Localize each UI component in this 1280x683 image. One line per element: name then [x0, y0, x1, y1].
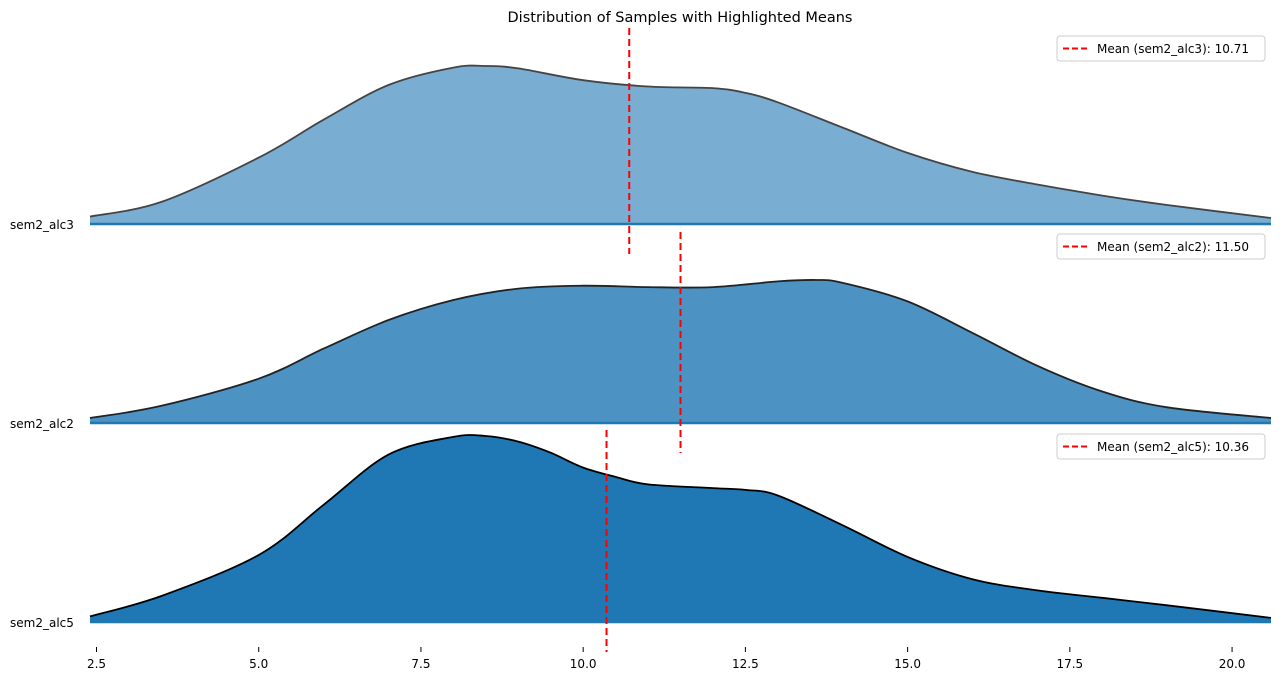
- legends: Mean (sem2_alc3): 10.71 Mean (sem2_alc2):…: [1056, 35, 1266, 460]
- series-label-sem2_alc2: sem2_alc2: [10, 417, 74, 431]
- series-labels: sem2_alc3 sem2_alc2 sem2_alc5: [10, 218, 74, 630]
- x-tick-label: 2.5: [87, 657, 106, 671]
- legend-label: Mean (sem2_alc2): 11.50: [1097, 240, 1249, 254]
- x-tick-label: 20.0: [1219, 657, 1246, 671]
- density-area-sem2_alc2: [90, 279, 1271, 423]
- density-area-sem2_alc3: [90, 65, 1271, 224]
- density-curve-sem2_alc3: [89, 64, 1272, 219]
- legend-box: [1056, 35, 1266, 62]
- x-axis: 2.5 5.0 7.5 10.0 12.5 15.0 17.5 20.0: [87, 647, 1245, 671]
- density-curve-sem2_alc5: [89, 434, 1272, 619]
- series-label-sem2_alc5: sem2_alc5: [10, 616, 74, 630]
- x-tick-label: 10.0: [570, 657, 597, 671]
- x-tick-label: 15.0: [894, 657, 921, 671]
- ridge-areas: [89, 64, 1272, 622]
- x-tick-label: 12.5: [732, 657, 759, 671]
- legend-sem2_alc2: Mean (sem2_alc2): 11.50: [1056, 233, 1266, 260]
- legend-box: [1056, 233, 1266, 260]
- density-area-sem2_alc5: [90, 434, 1271, 622]
- legend-label: Mean (sem2_alc3): 10.71: [1097, 42, 1249, 56]
- mean-lines: [605, 28, 682, 652]
- legend-sem2_alc3: Mean (sem2_alc3): 10.71: [1056, 35, 1266, 62]
- legend-box: [1056, 433, 1266, 460]
- x-tick-label: 7.5: [411, 657, 430, 671]
- series-label-sem2_alc3: sem2_alc3: [10, 218, 74, 232]
- legend-sem2_alc5: Mean (sem2_alc5): 10.36: [1056, 433, 1266, 460]
- density-curve-sem2_alc2: [89, 279, 1272, 419]
- x-tick-label: 5.0: [249, 657, 268, 671]
- chart-title: Distribution of Samples with Highlighted…: [508, 10, 853, 26]
- x-tick-label: 17.5: [1056, 657, 1083, 671]
- legend-label: Mean (sem2_alc5): 10.36: [1097, 440, 1249, 454]
